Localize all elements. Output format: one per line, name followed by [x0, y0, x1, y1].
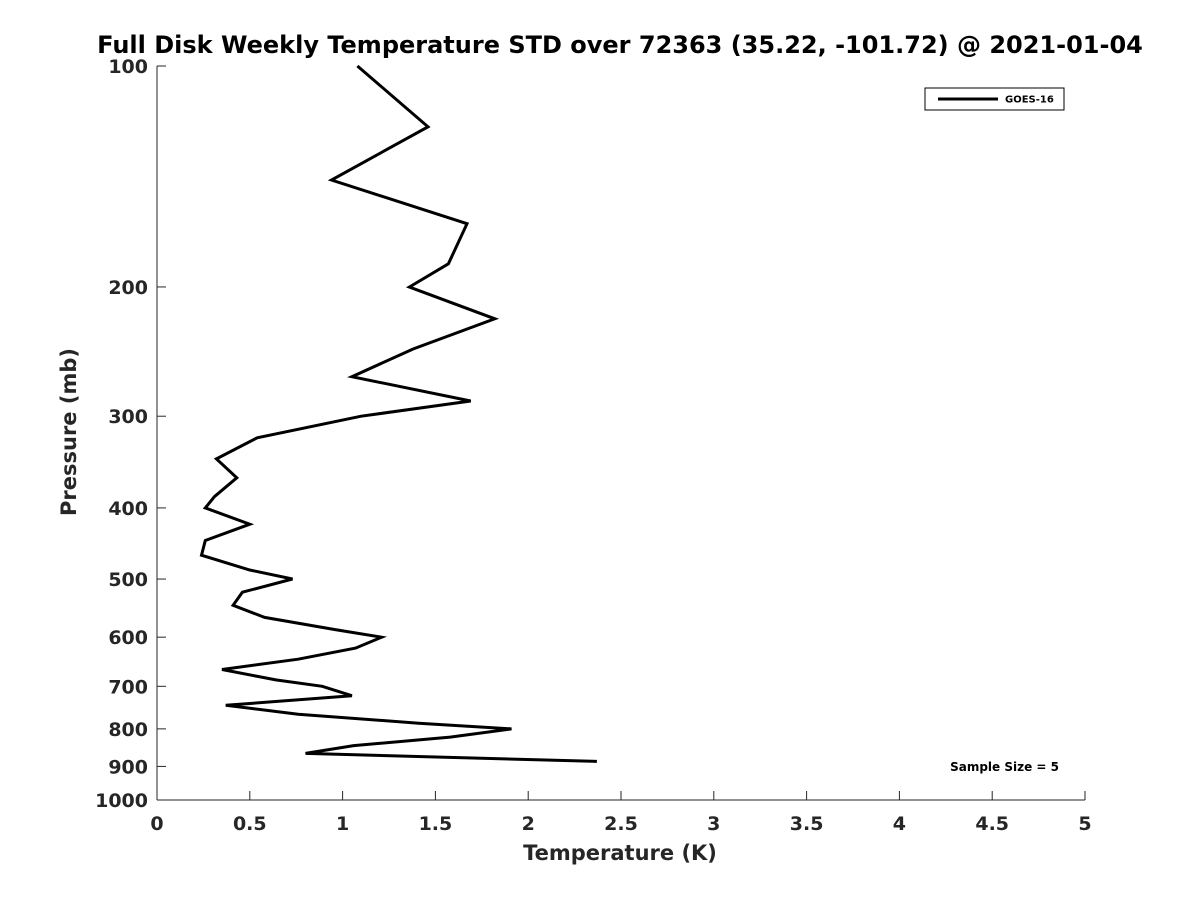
y-tick-label: 800 [108, 719, 148, 741]
y-tick-label: 600 [108, 627, 148, 649]
y-tick-label: 500 [108, 569, 148, 591]
y-tick-label: 700 [108, 676, 148, 698]
series-layer [199, 64, 597, 763]
sample-size-annotation: Sample Size = 5 [950, 760, 1059, 774]
y-tick-label: 200 [108, 277, 148, 299]
y-tick-label: 400 [108, 498, 148, 520]
x-tick-label: 4.5 [975, 813, 1009, 835]
legend: GOES-16 [924, 87, 1065, 111]
y-axis-label: Pressure (mb) [57, 348, 81, 516]
x-tick-label: 1 [336, 813, 349, 835]
series-line-0 [199, 64, 597, 763]
x-tick-label: 3.5 [790, 813, 824, 835]
x-tick-label: 4 [893, 813, 906, 835]
y-tick-label: 100 [108, 56, 148, 78]
x-tick-label: 0.5 [233, 813, 267, 835]
y-tick-label: 1000 [95, 790, 148, 812]
x-axis-label: Temperature (K) [523, 841, 717, 865]
y-axis-ticks: 100 200 300 400 500 600 700 800 900 1000 [95, 56, 166, 812]
x-tick-label: 3 [707, 813, 720, 835]
chart-title: Full Disk Weekly Temperature STD over 72… [97, 31, 1143, 59]
axes [156, 66, 1085, 801]
x-tick-label: 1.5 [419, 813, 453, 835]
y-tick-label: 900 [108, 756, 148, 778]
y-tick-label: 300 [108, 406, 148, 428]
x-tick-label: 0 [150, 813, 163, 835]
x-tick-label: 5 [1078, 813, 1091, 835]
x-axis-ticks: 0 0.5 1 1.5 2 2.5 3 3.5 4 4.5 5 [150, 791, 1092, 835]
x-tick-label: 2.5 [604, 813, 638, 835]
x-tick-label: 2 [522, 813, 535, 835]
legend-label-goes-16: GOES-16 [1005, 95, 1054, 106]
